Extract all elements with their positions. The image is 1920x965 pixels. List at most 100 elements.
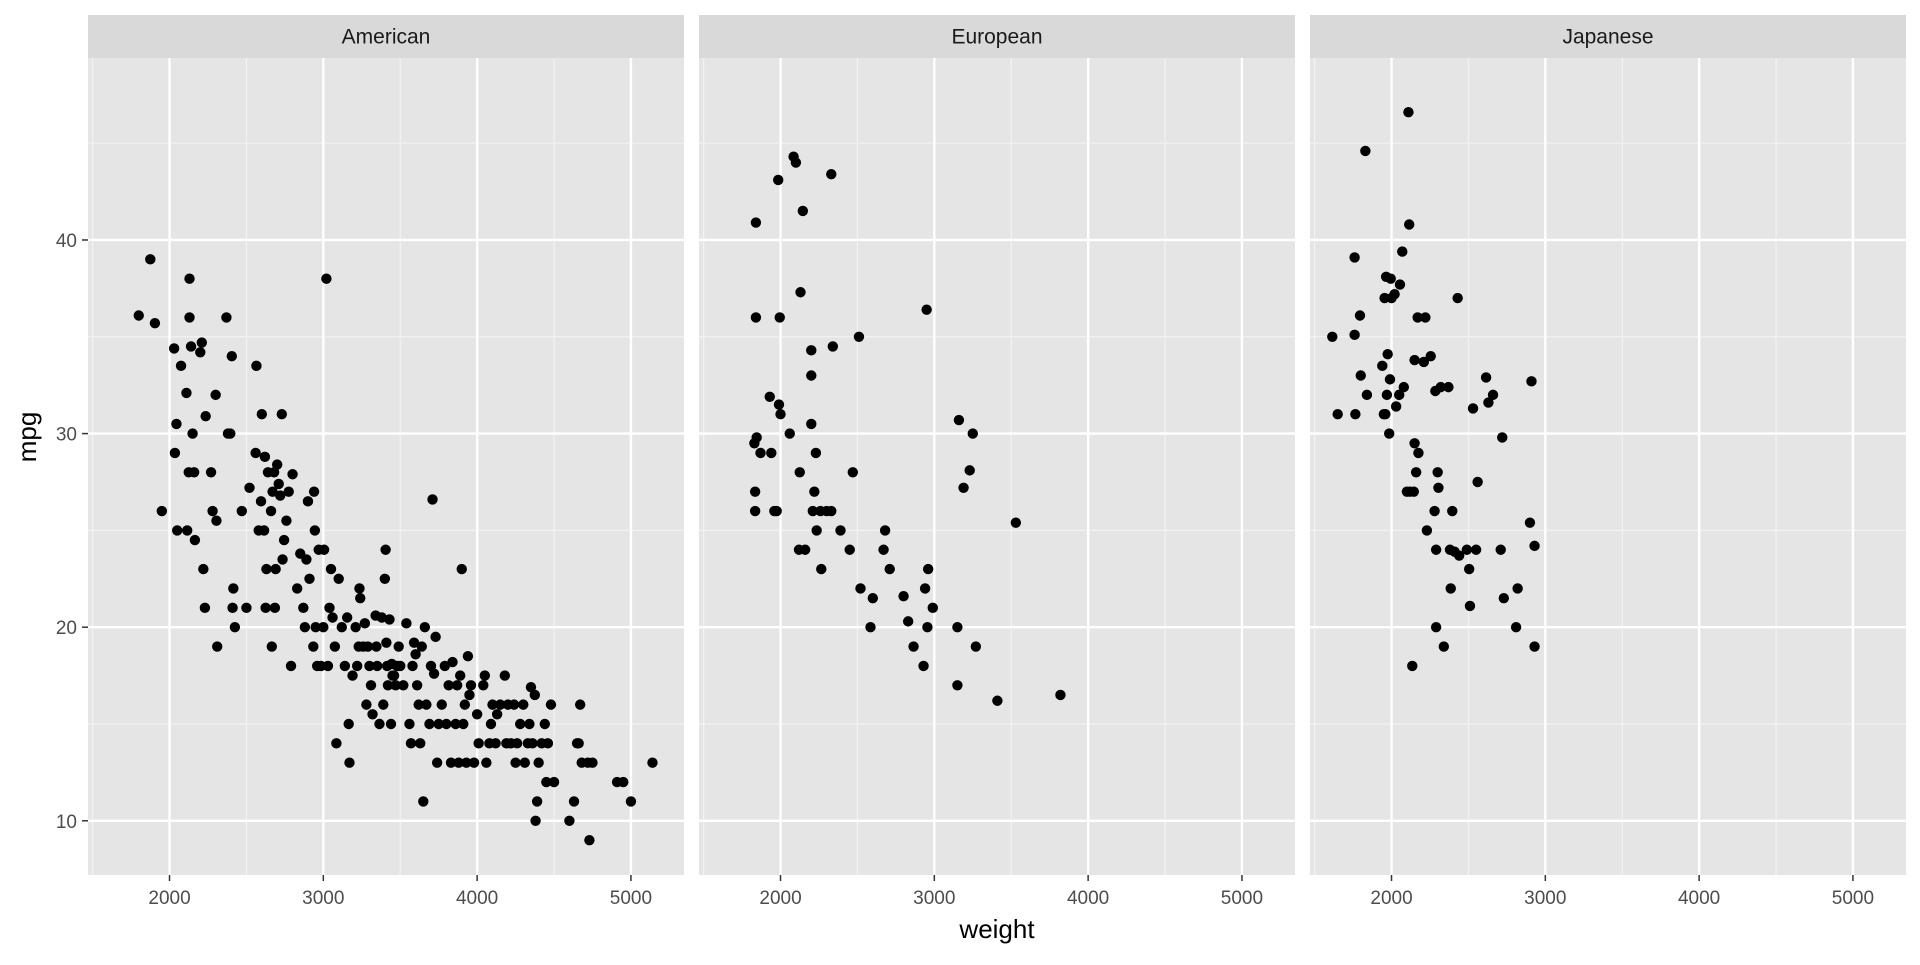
y-axis-title: mpg bbox=[12, 412, 42, 463]
data-point bbox=[514, 718, 526, 730]
data-point bbox=[318, 544, 330, 555]
data-point bbox=[952, 621, 963, 633]
data-point bbox=[450, 718, 461, 730]
data-point bbox=[419, 621, 431, 633]
data-point bbox=[299, 621, 311, 633]
data-point bbox=[518, 699, 529, 710]
data-point bbox=[525, 682, 537, 693]
y-tick-label: 30 bbox=[56, 425, 77, 446]
data-point bbox=[618, 776, 629, 788]
data-point bbox=[490, 738, 501, 749]
data-point bbox=[750, 217, 762, 228]
data-point bbox=[378, 699, 389, 710]
data-point bbox=[1407, 660, 1418, 672]
data-point bbox=[433, 718, 444, 730]
data-point bbox=[853, 331, 865, 342]
data-point bbox=[750, 312, 762, 323]
data-point bbox=[1529, 540, 1540, 552]
data-point bbox=[1327, 331, 1338, 342]
data-point bbox=[418, 796, 429, 807]
data-point bbox=[967, 428, 978, 439]
data-point bbox=[1430, 544, 1442, 555]
data-point bbox=[1483, 397, 1494, 408]
data-point bbox=[922, 563, 934, 575]
data-point bbox=[510, 757, 521, 768]
data-point bbox=[548, 776, 560, 788]
data-point bbox=[898, 591, 909, 602]
data-point bbox=[499, 670, 511, 681]
data-point bbox=[364, 660, 375, 672]
data-point bbox=[1349, 252, 1360, 263]
data-point bbox=[587, 757, 598, 768]
data-point bbox=[133, 310, 144, 321]
data-point bbox=[1421, 525, 1433, 536]
data-point bbox=[545, 699, 557, 710]
data-point bbox=[919, 583, 931, 594]
data-point bbox=[210, 389, 221, 401]
data-point bbox=[527, 738, 538, 749]
data-point bbox=[865, 621, 876, 633]
data-point bbox=[255, 496, 267, 507]
data-point bbox=[411, 680, 423, 691]
data-point bbox=[564, 815, 575, 826]
data-point bbox=[481, 757, 492, 768]
facet-panel-european: European 2000 3000 4000 5000 bbox=[699, 15, 1295, 909]
x-tick-label: 3000 bbox=[302, 888, 344, 909]
x-tick-label: 4000 bbox=[1678, 888, 1720, 909]
data-point bbox=[1463, 563, 1475, 575]
data-point bbox=[541, 776, 552, 788]
data-point bbox=[388, 670, 400, 681]
data-point bbox=[451, 680, 463, 691]
data-point bbox=[1435, 381, 1446, 393]
y-axis: 10 20 30 40 bbox=[56, 231, 88, 833]
data-point bbox=[855, 583, 866, 594]
data-point bbox=[1332, 409, 1343, 420]
data-point bbox=[495, 699, 506, 710]
data-point bbox=[826, 168, 837, 180]
data-point bbox=[530, 815, 541, 826]
data-point bbox=[266, 641, 277, 652]
data-point bbox=[304, 573, 315, 584]
data-point bbox=[302, 496, 314, 507]
data-point bbox=[196, 337, 208, 348]
data-point bbox=[827, 341, 839, 352]
data-point bbox=[250, 447, 261, 459]
data-point bbox=[479, 670, 491, 681]
data-point bbox=[1526, 376, 1537, 387]
data-point bbox=[285, 660, 297, 672]
data-point bbox=[211, 515, 222, 526]
data-point bbox=[361, 699, 372, 710]
data-point bbox=[265, 505, 277, 517]
data-point bbox=[443, 680, 454, 691]
data-point bbox=[226, 350, 238, 362]
data-point bbox=[1430, 621, 1442, 633]
data-point bbox=[1445, 583, 1456, 594]
data-point bbox=[958, 482, 969, 493]
data-point bbox=[168, 343, 180, 354]
data-point bbox=[329, 641, 341, 652]
data-point bbox=[341, 612, 353, 623]
x-tick-label: 5000 bbox=[1832, 888, 1874, 909]
data-point bbox=[465, 680, 477, 691]
data-point bbox=[1495, 544, 1506, 555]
data-point bbox=[256, 409, 268, 420]
data-point bbox=[1390, 401, 1402, 412]
data-point bbox=[199, 602, 211, 614]
data-point bbox=[267, 486, 278, 497]
data-point bbox=[1453, 550, 1465, 561]
data-point bbox=[405, 738, 417, 749]
data-point bbox=[1410, 467, 1422, 478]
data-point bbox=[171, 418, 182, 430]
data-point bbox=[1443, 381, 1454, 393]
data-point bbox=[447, 656, 458, 668]
x-axis-title: weight bbox=[958, 914, 1035, 944]
data-point bbox=[156, 505, 168, 517]
data-point bbox=[806, 345, 817, 356]
data-point bbox=[771, 505, 782, 517]
data-point bbox=[1409, 354, 1420, 366]
facet-panels: American 2000 3000 4000 5000 European 2000 3000… bbox=[88, 15, 1906, 909]
data-point bbox=[1409, 438, 1420, 449]
data-point bbox=[453, 757, 464, 768]
data-point bbox=[354, 583, 365, 594]
data-point bbox=[1447, 505, 1458, 517]
